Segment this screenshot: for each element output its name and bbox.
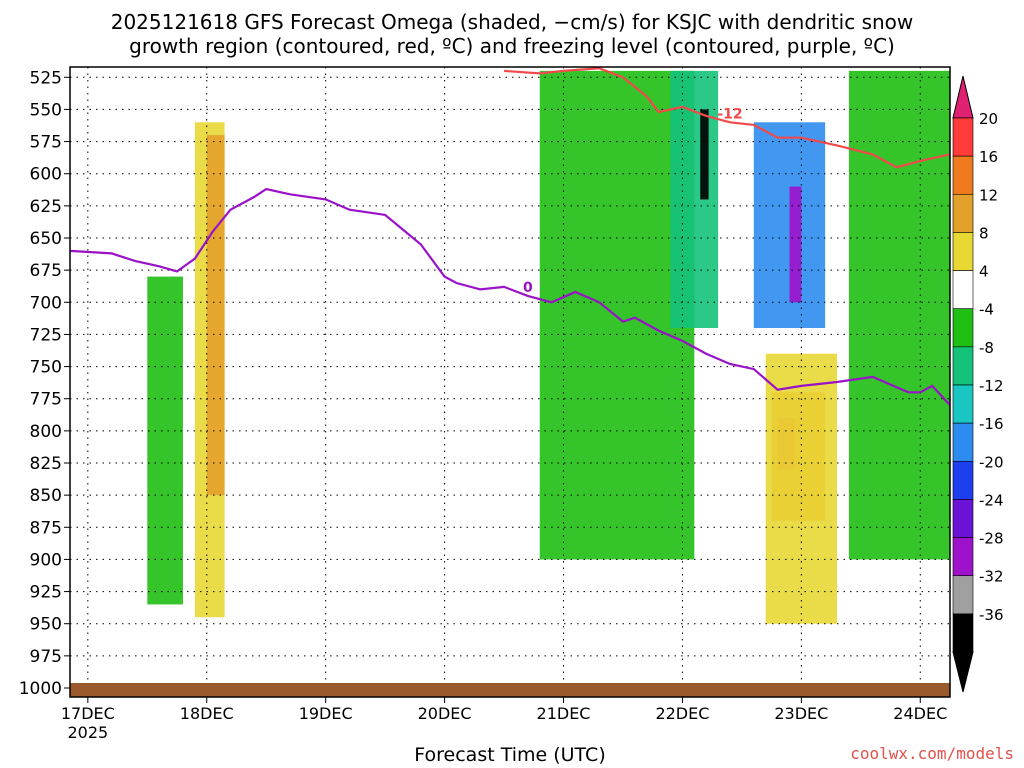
x-axis: 17DEC 18DEC 19DEC 20DEC 21DEC 22DEC 23DEC 24DEC… <box>61 697 947 742</box>
colorbar-swatch <box>952 460 974 500</box>
contour-label: 0 <box>523 280 533 296</box>
x-tick-label: 21DEC <box>537 704 591 723</box>
colorbar-swatch <box>952 384 974 424</box>
colorbar-swatch <box>952 117 974 157</box>
y-tick-label: 775 <box>30 390 62 410</box>
colorbar-tick-label: 4 <box>979 263 989 281</box>
x-tick-label: 24DEC <box>893 704 947 723</box>
colorbar: 20 16 12 8 4 -4 -8 -12 -16 -20 -24 -28 -32 -36 <box>952 75 1004 693</box>
x-year-label: 2025 <box>67 723 108 742</box>
chart-title-line2: growth region (contoured, red, ºC) and f… <box>129 34 895 58</box>
omega-region-1 <box>206 135 225 496</box>
y-tick-label: 975 <box>30 647 62 667</box>
x-tick-label: 18DEC <box>180 704 234 723</box>
contour-label: -12 <box>717 106 742 122</box>
y-tick-label: 900 <box>30 550 62 570</box>
y-axis: 525 550 575 600 625 650 675 700 725 750 775 800 825 8… <box>19 68 70 699</box>
colorbar-tick-label: -28 <box>979 530 1004 548</box>
y-tick-label: 650 <box>30 229 62 249</box>
colorbar-tick-label: -20 <box>979 453 1004 471</box>
y-tick-label: 1000 <box>19 679 62 699</box>
omega-region-10 <box>765 353 838 624</box>
colorbar-tick-label: -4 <box>979 301 994 319</box>
colorbar-tick-label: -36 <box>979 606 1004 624</box>
x-tick-label: 19DEC <box>299 704 353 723</box>
y-tick-label: 625 <box>30 197 62 217</box>
colorbar-bottom-arrow <box>952 651 974 693</box>
colorbar-tick-label: 8 <box>979 224 989 242</box>
colorbar-swatch <box>952 537 974 577</box>
y-tick-label: 750 <box>30 358 62 378</box>
y-tick-label: 925 <box>30 583 62 603</box>
colorbar-swatch <box>952 346 974 386</box>
colorbar-top-arrow <box>952 75 974 119</box>
contour-freezing-level <box>69 187 951 406</box>
y-tick-label: 825 <box>30 454 62 474</box>
x-tick-label: 22DEC <box>655 704 709 723</box>
colorbar-swatch <box>952 232 974 271</box>
y-tick-label: 850 <box>30 486 62 506</box>
colorbar-swatch <box>952 575 974 615</box>
y-tick-label: 550 <box>30 100 62 120</box>
colorbar-swatch <box>952 155 974 195</box>
colorbar-swatch <box>952 270 974 310</box>
y-tick-label: 950 <box>30 615 62 635</box>
omega-region-2 <box>147 276 183 605</box>
colorbar-tick-label: -24 <box>979 491 1004 509</box>
omega-region-4 <box>670 70 719 328</box>
omega-region-3 <box>539 70 695 560</box>
omega-region-6 <box>789 186 802 303</box>
credit-text: coolwx.com/models <box>850 744 1014 763</box>
colorbar-tick-label: -32 <box>979 568 1004 586</box>
x-tick-label: 23DEC <box>774 704 828 723</box>
colorbar-tick-label: -8 <box>979 339 994 357</box>
colorbar-tick-label: 16 <box>979 148 998 166</box>
y-tick-label: 700 <box>30 293 62 313</box>
colorbar-tick-label: -16 <box>979 415 1004 433</box>
colorbar-swatch <box>952 613 974 653</box>
omega-region-7 <box>700 109 709 200</box>
colorbar-swatch <box>952 308 974 348</box>
plot-frame <box>69 66 951 698</box>
colorbar-tick-label: 12 <box>979 186 998 204</box>
x-axis-title: Forecast Time (UTC) <box>414 744 606 766</box>
colorbar-swatch <box>952 193 974 233</box>
colorbar-swatch <box>952 422 974 462</box>
contour-lines: 0 -12 <box>69 67 951 406</box>
y-tick-label: 875 <box>30 518 62 538</box>
colorbar-swatch <box>952 499 974 538</box>
chart-title-line1: 2025121618 GFS Forecast Omega (shaded, −… <box>110 10 914 34</box>
omega-shading <box>147 70 950 624</box>
y-tick-label: 525 <box>30 68 62 88</box>
omega-region-11 <box>848 70 950 560</box>
contour-dgz-minus12 <box>504 67 951 169</box>
x-tick-label: 20DEC <box>418 704 472 723</box>
y-tick-label: 800 <box>30 422 62 442</box>
y-tick-label: 575 <box>30 133 62 153</box>
colorbar-tick-label: 20 <box>979 110 998 128</box>
colorbar-tick-label: -12 <box>979 377 1004 395</box>
y-tick-label: 725 <box>30 325 62 345</box>
y-tick-label: 675 <box>30 261 62 281</box>
terrain-band <box>70 683 950 697</box>
y-tick-label: 600 <box>30 165 62 185</box>
x-tick-label: 17DEC <box>61 704 115 723</box>
grid-lines <box>70 67 950 697</box>
